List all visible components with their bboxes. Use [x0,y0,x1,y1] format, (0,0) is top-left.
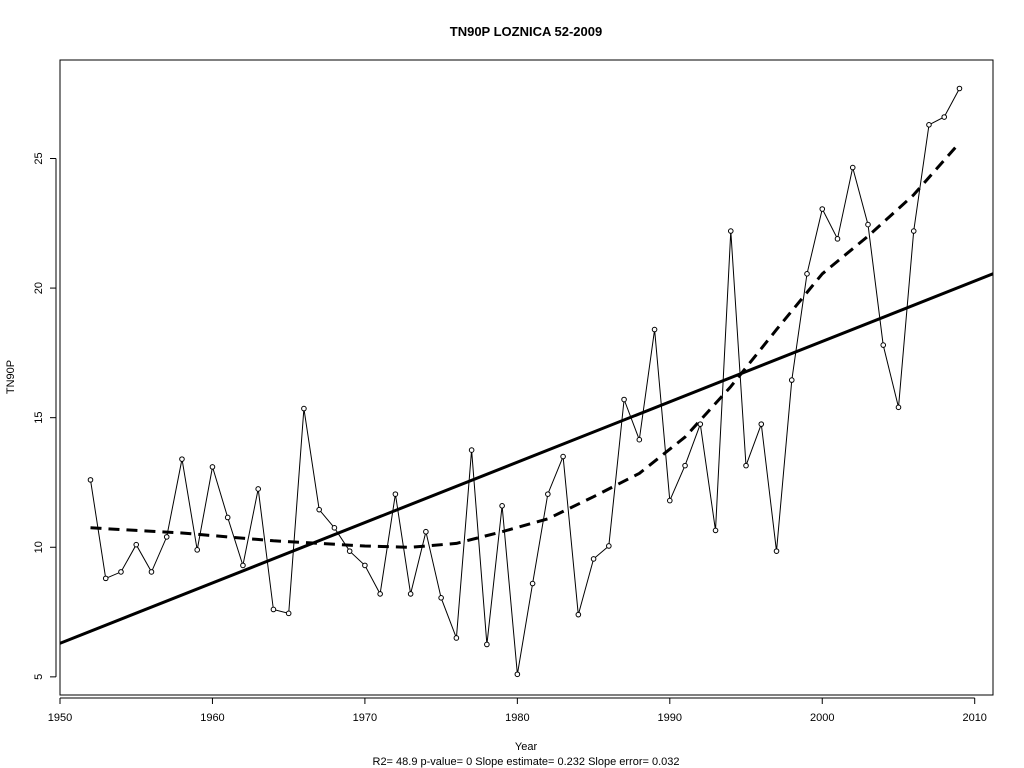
data-point [102,575,109,582]
data-point [651,326,658,333]
data-point [819,206,826,212]
x-tick-label: 1960 [200,712,224,724]
data-point [255,486,261,492]
data-point [377,591,383,597]
x-tick-label: 1970 [353,712,377,724]
data-point [682,462,688,469]
data-point [529,580,536,587]
data-point [773,548,780,554]
data-point [575,611,582,618]
y-tick-label: 20 [33,282,45,294]
data-point [560,453,566,460]
data-point [484,641,490,648]
data-point [194,547,201,553]
series-layer [60,85,993,678]
data-point [788,377,795,383]
data-point [407,591,414,597]
data-point [301,405,307,412]
x-tick-label: 2010 [962,712,986,724]
data-point [346,548,353,554]
plot-frame [59,59,994,696]
data-point [133,541,140,548]
x-tick-label: 1980 [505,712,529,724]
data-point [453,635,460,641]
data-point [636,436,643,443]
data-point [727,228,734,234]
data-point [926,121,932,128]
data-point [499,502,505,509]
data-point [712,527,719,534]
data-point [224,514,231,521]
data-point [667,497,673,504]
data-point [606,543,612,549]
data-point [956,85,963,92]
data-point [209,464,216,470]
data-point [545,491,551,497]
regression-stats: R2= 48.9 p-value= 0 Slope estimate= 0.23… [373,756,680,768]
x-tick-label: 1950 [48,712,72,724]
x-axis-label: Year [515,741,538,753]
data-point [270,606,277,613]
data-point [179,456,185,462]
data-point [331,525,338,531]
data-point [438,595,444,601]
data-point [240,562,246,569]
data-point [758,421,765,427]
data-point [163,534,170,540]
data-point [865,221,871,228]
data-point [895,404,902,411]
data-point [118,569,124,575]
data-point [910,228,917,234]
y-tick-label: 5 [33,674,45,680]
data-point [392,491,399,497]
data-point [148,569,155,575]
y-axis: 5 10 15 20 25 [33,152,57,680]
data-point [941,114,948,120]
data-point [804,271,810,277]
x-axis: 1950 1960 1970 1980 1990 2000 2010 [48,697,987,724]
data-point [514,671,521,678]
data-point [621,396,627,403]
data-point [834,236,841,242]
data-point [880,342,887,348]
y-tick-label: 15 [33,412,45,424]
x-tick-label: 2000 [810,712,834,724]
data-point [849,164,856,171]
data-point [468,447,475,453]
data-point [87,477,94,483]
data-point [743,462,749,469]
x-tick-label: 1990 [658,712,682,724]
data-point [423,528,429,535]
linear-trend-line [60,272,993,645]
y-axis-label: TN90P [5,360,17,394]
data-point [590,556,597,562]
chart-title: TN90P LOZNICA 52-2009 [450,24,602,39]
smoothed-trend-line [90,141,961,549]
y-tick-label: 10 [33,541,45,553]
data-point [285,610,292,617]
data-point [316,506,322,513]
y-tick-label: 25 [33,152,45,164]
data-point [362,562,368,569]
observed-series-line [90,88,960,675]
